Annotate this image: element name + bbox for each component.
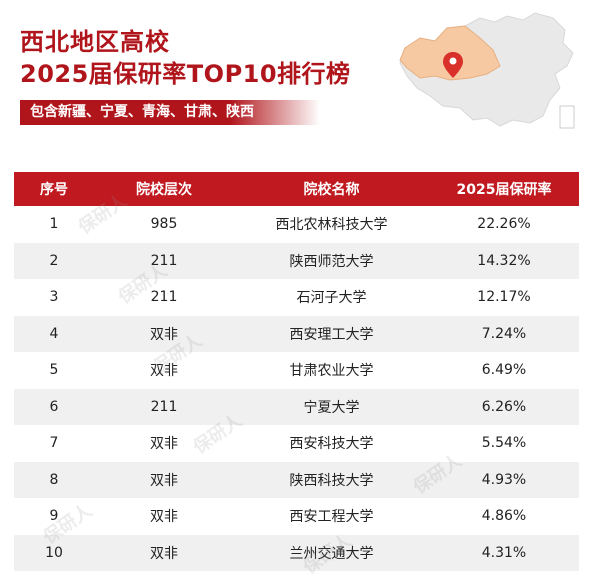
table-row: 1 985 西北农林科技大学 22.26% <box>14 206 579 243</box>
level-cell: 211 <box>150 398 178 415</box>
page-title: 西北地区高校 <box>20 28 170 56</box>
column-header-rate: 2025届保研率 <box>456 182 552 198</box>
school-name-cell: 陕西科技大学 <box>289 472 374 489</box>
rate-cell: 6.26% <box>481 398 527 415</box>
school-name-cell: 西安工程大学 <box>289 509 374 526</box>
table-row: 8 双非 陕西科技大学 4.93% <box>14 461 579 498</box>
region-subtitle-banner: 包含新疆、宁夏、青海、甘肃、陕西 <box>20 100 320 125</box>
rate-cell: 6.49% <box>481 362 527 379</box>
page-header: 西北地区高校 2025届保研率TOP10排行榜 包含新疆、宁夏、青海、甘肃、陕西 <box>0 0 589 160</box>
table-row: 10 双非 兰州交通大学 4.31% <box>14 534 579 571</box>
column-header-rank: 序号 <box>40 182 68 198</box>
table-row: 2 211 陕西师范大学 14.32% <box>14 242 579 279</box>
location-pin-icon <box>443 52 463 78</box>
level-cell: 211 <box>150 252 178 269</box>
table-row: 3 211 石河子大学 12.17% <box>14 279 579 316</box>
table-header-row: 序号 院校层次 院校名称 2025届保研率 <box>14 172 579 206</box>
table-row: 6 211 宁夏大学 6.26% <box>14 388 579 425</box>
table-row: 7 双非 西安科技大学 5.54% <box>14 425 579 462</box>
rank-cell: 9 <box>49 508 59 525</box>
level-cell: 985 <box>150 216 178 233</box>
rate-cell: 7.24% <box>481 325 527 342</box>
school-name-cell: 兰州交通大学 <box>289 545 374 562</box>
rank-cell: 3 <box>49 289 59 306</box>
school-name-cell: 西安科技大学 <box>289 436 374 453</box>
school-name-cell: 西安理工大学 <box>289 326 374 343</box>
rank-cell: 6 <box>49 398 59 415</box>
school-name-cell: 甘肃农业大学 <box>289 363 374 380</box>
rank-cell: 7 <box>49 435 59 452</box>
china-map-icon <box>399 12 575 129</box>
rate-cell: 12.17% <box>477 289 531 306</box>
level-cell: 双非 <box>150 436 178 453</box>
page-title-ranking: 2025届保研率TOP10排行榜 <box>20 60 351 88</box>
level-cell: 双非 <box>150 363 178 380</box>
school-name-cell: 陕西师范大学 <box>289 253 374 270</box>
rate-cell: 14.32% <box>477 252 531 269</box>
level-cell: 211 <box>150 289 178 306</box>
rank-cell: 4 <box>49 325 59 342</box>
rate-cell: 4.31% <box>481 544 527 561</box>
rank-cell: 8 <box>49 471 59 488</box>
school-name-cell: 西北农林科技大学 <box>275 217 388 234</box>
ranking-table: 序号 院校层次 院校名称 2025届保研率 1 985 西北农林科技大学 22.… <box>14 172 579 571</box>
table-row: 9 双非 西安工程大学 4.86% <box>14 498 579 535</box>
rate-cell: 4.86% <box>481 508 527 525</box>
table-row: 4 双非 西安理工大学 7.24% <box>14 315 579 352</box>
level-cell: 双非 <box>150 472 178 489</box>
column-header-name: 院校名称 <box>303 182 360 198</box>
rate-cell: 22.26% <box>477 216 531 233</box>
level-cell: 双非 <box>150 509 178 526</box>
level-cell: 双非 <box>150 545 178 562</box>
rate-cell: 4.93% <box>481 471 527 488</box>
rank-cell: 5 <box>49 362 59 379</box>
column-header-level: 院校层次 <box>136 182 192 198</box>
school-name-cell: 石河子大学 <box>296 290 367 307</box>
rank-cell: 10 <box>45 544 63 561</box>
rank-cell: 1 <box>49 216 59 233</box>
level-cell: 双非 <box>150 326 178 343</box>
table-row: 5 双非 甘肃农业大学 6.49% <box>14 352 579 389</box>
rate-cell: 5.54% <box>481 435 527 452</box>
school-name-cell: 宁夏大学 <box>303 399 360 416</box>
rank-cell: 2 <box>49 252 59 269</box>
